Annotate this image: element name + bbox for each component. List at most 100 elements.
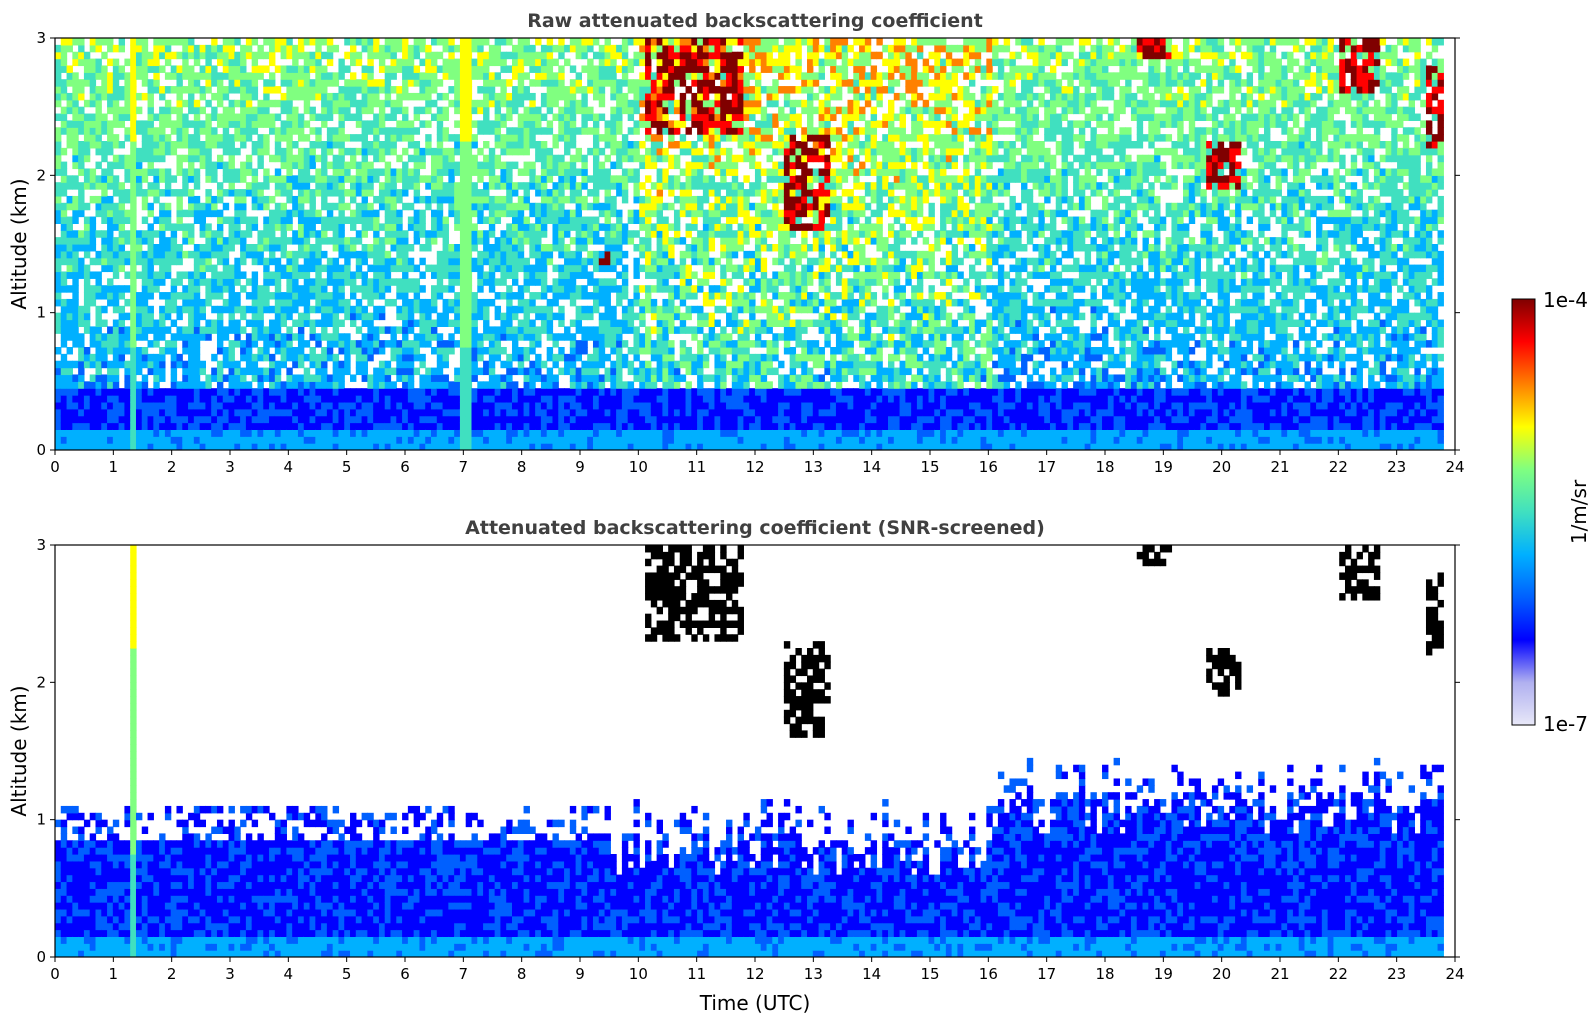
heatmap-cell — [425, 230, 432, 238]
heatmap-cell — [66, 106, 73, 115]
heatmap-cell — [529, 408, 536, 417]
heatmap-cell — [592, 278, 600, 286]
heatmap-cell — [101, 216, 108, 224]
heatmap-cell — [494, 141, 502, 149]
heatmap-cell — [124, 86, 131, 94]
heatmap-cell — [639, 182, 646, 190]
heatmap-cell — [141, 333, 149, 341]
heatmap-cell — [650, 202, 658, 211]
heatmap-cell — [373, 237, 380, 245]
heatmap-cell — [390, 58, 397, 67]
heatmap-cell — [101, 189, 108, 197]
heatmap-cell — [633, 264, 640, 273]
heatmap-cell — [483, 195, 490, 204]
heatmap-cell — [483, 298, 490, 307]
heatmap-cell — [650, 436, 658, 444]
heatmap-cell — [55, 312, 62, 321]
heatmap-cell — [159, 353, 166, 362]
heatmap-cell — [228, 271, 235, 279]
heatmap-cell — [431, 381, 438, 389]
heatmap-cell — [147, 147, 154, 156]
heatmap-cell — [471, 298, 478, 307]
heatmap-cell — [581, 195, 588, 204]
heatmap-cell — [650, 443, 658, 450]
heatmap-cell — [193, 360, 201, 369]
heatmap-cell — [575, 257, 583, 266]
heatmap-cell — [263, 326, 270, 334]
heatmap-cell — [436, 381, 444, 389]
heatmap-cell — [633, 175, 640, 183]
heatmap-cell — [436, 168, 444, 176]
heatmap-cell — [321, 250, 328, 259]
heatmap-cell — [390, 429, 397, 437]
heatmap-cell — [361, 38, 368, 46]
heatmap-cell — [344, 113, 351, 121]
heatmap-cell — [604, 244, 611, 252]
heatmap-cell — [55, 127, 62, 135]
heatmap-cell — [269, 305, 276, 314]
heatmap-cell — [78, 257, 85, 266]
heatmap-cell — [581, 340, 588, 348]
heatmap-cell — [199, 154, 207, 163]
heatmap-cell — [118, 333, 126, 341]
heatmap-cell — [436, 182, 444, 190]
heatmap-cell — [645, 72, 652, 80]
heatmap-cell — [188, 333, 195, 341]
heatmap-cell — [153, 195, 160, 204]
heatmap-cell — [141, 292, 149, 300]
heatmap-cell — [350, 86, 357, 94]
heatmap-cell — [66, 429, 73, 437]
heatmap-cell — [419, 120, 426, 128]
heatmap-cell — [459, 223, 467, 231]
heatmap-cell — [431, 154, 438, 163]
heatmap-cell — [529, 58, 536, 67]
heatmap-cell — [269, 113, 276, 121]
heatmap-cell — [234, 237, 241, 245]
heatmap-cell — [344, 92, 351, 101]
heatmap-cell — [130, 141, 137, 149]
heatmap-cell — [604, 237, 611, 245]
heatmap-cell — [540, 408, 548, 417]
heatmap-cell — [604, 182, 611, 190]
heatmap-cell — [656, 230, 663, 238]
heatmap-cell — [228, 292, 235, 300]
heatmap-cell — [604, 278, 611, 286]
heatmap-cell — [182, 415, 189, 424]
heatmap-cell — [321, 38, 328, 46]
heatmap-cell — [650, 209, 658, 218]
heatmap-cell — [338, 216, 345, 224]
heatmap-cell — [610, 305, 617, 314]
heatmap-cell — [263, 271, 270, 279]
heatmap-cell — [592, 443, 600, 450]
heatmap-cell — [147, 312, 154, 321]
heatmap-cell — [315, 44, 322, 53]
heatmap-cell — [645, 305, 652, 314]
heatmap-cell — [95, 353, 102, 362]
heatmap-cell — [442, 353, 449, 362]
heatmap-cell — [350, 395, 357, 403]
heatmap-cell — [101, 374, 108, 382]
heatmap-cell — [483, 58, 490, 67]
heatmap-cell — [83, 120, 91, 128]
heatmap-cell — [465, 154, 473, 163]
heatmap-cell — [107, 347, 114, 355]
heatmap-cell — [211, 237, 218, 245]
heatmap-cell — [292, 106, 299, 115]
heatmap-cell — [396, 278, 403, 286]
heatmap-cell — [89, 92, 97, 101]
heatmap-cell — [153, 436, 160, 444]
heatmap-cell — [164, 347, 172, 355]
heatmap-cell — [83, 223, 91, 231]
heatmap-cell — [454, 195, 461, 204]
heatmap-cell — [245, 44, 253, 53]
heatmap-cell — [124, 347, 131, 355]
heatmap-cell — [95, 44, 102, 53]
heatmap-cell — [488, 154, 496, 163]
heatmap-cell — [78, 44, 85, 53]
heatmap-cell — [332, 154, 340, 163]
heatmap-cell — [581, 312, 588, 321]
heatmap-cell — [263, 195, 270, 204]
heatmap-cell — [656, 278, 663, 286]
heatmap-cell — [60, 374, 68, 382]
heatmap-cell — [112, 99, 120, 108]
